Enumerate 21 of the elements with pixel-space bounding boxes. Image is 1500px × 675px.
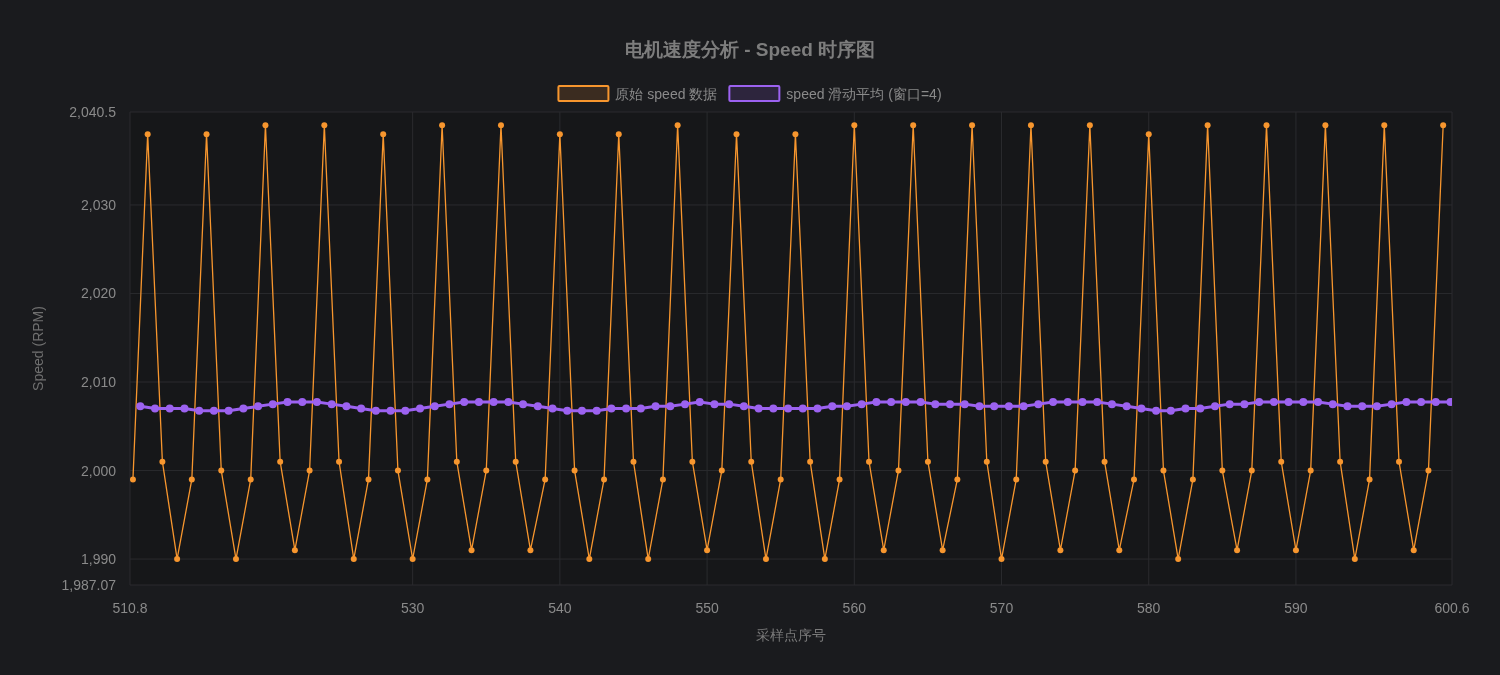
- y-tick-label: 2,040.5: [69, 104, 117, 120]
- y-tick-label: 1,987.07: [61, 577, 117, 593]
- y-tick-label: 1,990: [80, 551, 117, 568]
- legend-label: 原始 speed 数据: [615, 86, 718, 102]
- x-tick-label: 580: [1137, 600, 1161, 616]
- legend-label: speed 滑动平均 (窗口=4): [786, 86, 942, 102]
- x-tick-label: 510.8: [112, 600, 148, 616]
- chart-title: 电机速度分析 - Speed 时序图: [624, 39, 876, 60]
- x-tick-label: 590: [1284, 600, 1308, 616]
- y-tick-label: 2,030: [80, 196, 117, 213]
- x-tick-label: 530: [400, 600, 425, 616]
- x-axis-title: 采样点序号: [756, 627, 826, 643]
- x-tick-label: 550: [695, 600, 719, 616]
- y-axis-title: Speed (RPM): [30, 306, 46, 391]
- y-tick-label: 2,000: [80, 462, 117, 479]
- x-tick-label: 560: [842, 600, 867, 616]
- y-tick-label: 2,010: [80, 374, 117, 391]
- x-tick-label: 600.6: [1434, 600, 1470, 616]
- y-tick-label: 2,020: [80, 285, 117, 302]
- x-tick-label: 540: [548, 600, 572, 616]
- x-tick-label: 570: [989, 600, 1014, 616]
